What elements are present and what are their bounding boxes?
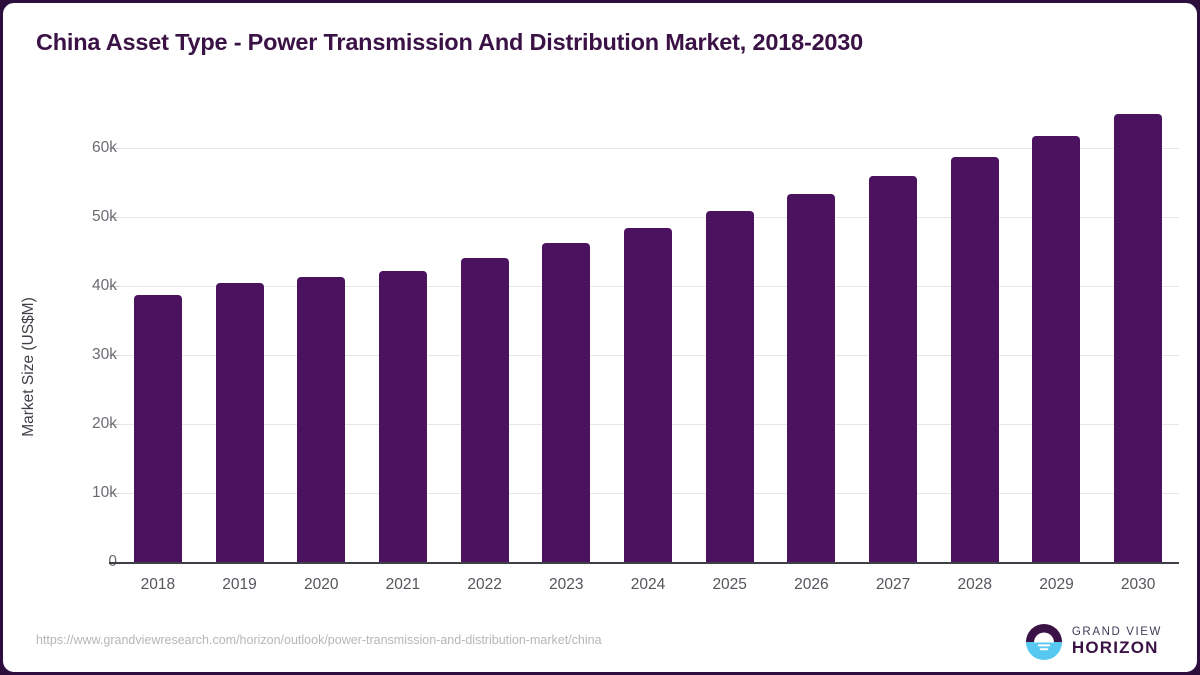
page-title: China Asset Type - Power Transmission An… xyxy=(36,29,864,55)
x-axis-tick-label: 2020 xyxy=(303,576,339,593)
bar[interactable] xyxy=(215,283,264,562)
bar[interactable] xyxy=(297,277,346,562)
y-axis-tick-label: 0 xyxy=(37,553,117,571)
y-axis-tickmark xyxy=(109,355,119,356)
y-axis-tick-label: 30k xyxy=(92,346,117,363)
y-axis-tickmark xyxy=(109,493,119,494)
y-axis-tick-label: 10k xyxy=(92,484,117,501)
y-axis-tick-label: 40k xyxy=(92,277,117,294)
x-axis-tick-label: 2019 xyxy=(222,576,257,593)
logo-line-2: HORIZON xyxy=(1071,638,1159,658)
x-axis-tick-label: 2030 xyxy=(1120,576,1156,593)
plot-area: Market Size (US$M) 0 10k 20k 30k 40k 50k 60k 2… xyxy=(3,3,1197,672)
y-axis-tickmark xyxy=(109,424,119,425)
bar[interactable] xyxy=(1114,114,1163,562)
gridline xyxy=(117,217,1179,218)
bar[interactable] xyxy=(624,228,672,562)
bar[interactable] xyxy=(787,193,836,562)
x-axis-tick-label: 2024 xyxy=(630,576,666,593)
bar[interactable] xyxy=(705,210,754,562)
x-axis-tick-label: 2021 xyxy=(385,576,421,593)
bar[interactable] xyxy=(950,156,999,562)
bar[interactable] xyxy=(542,243,591,562)
logo-wordmark: GRAND VIEW HORIZON xyxy=(1072,626,1162,658)
bar[interactable] xyxy=(1032,136,1081,562)
x-axis-tick-label: 2023 xyxy=(549,576,584,593)
bar[interactable] xyxy=(460,257,509,562)
y-axis-tickmark xyxy=(109,217,119,218)
x-axis-tick-label: 2025 xyxy=(712,576,747,593)
x-axis-line xyxy=(109,562,1179,564)
x-axis-tick-label: 2026 xyxy=(794,576,829,593)
horizon-logo-icon xyxy=(1025,623,1062,661)
y-axis-tick-label: 50k xyxy=(92,208,117,225)
bar[interactable] xyxy=(378,270,427,562)
x-axis-tick-label: 2022 xyxy=(467,576,502,593)
x-axis-tick-label: 2018 xyxy=(140,576,176,593)
y-axis-title: Market Size (US$M) xyxy=(20,297,37,437)
bar[interactable] xyxy=(869,175,918,562)
gridline xyxy=(117,148,1179,149)
y-axis-tickmark xyxy=(109,286,119,287)
x-axis-tick-label: 2029 xyxy=(1039,576,1074,593)
x-axis-tick-label: 2028 xyxy=(957,576,992,593)
y-axis-tickmark xyxy=(109,148,119,149)
logo-line-1: GRAND VIEW xyxy=(1071,626,1162,639)
x-axis-tick-label: 2027 xyxy=(875,576,911,593)
y-axis-tick-label: 20k xyxy=(92,415,117,432)
bar[interactable] xyxy=(133,294,182,562)
brand-logo: GRAND VIEW HORIZON xyxy=(1025,623,1162,661)
y-axis-tick-label: 60k xyxy=(92,139,117,156)
source-url[interactable]: https://www.grandviewresearch.com/horizo… xyxy=(36,633,602,647)
